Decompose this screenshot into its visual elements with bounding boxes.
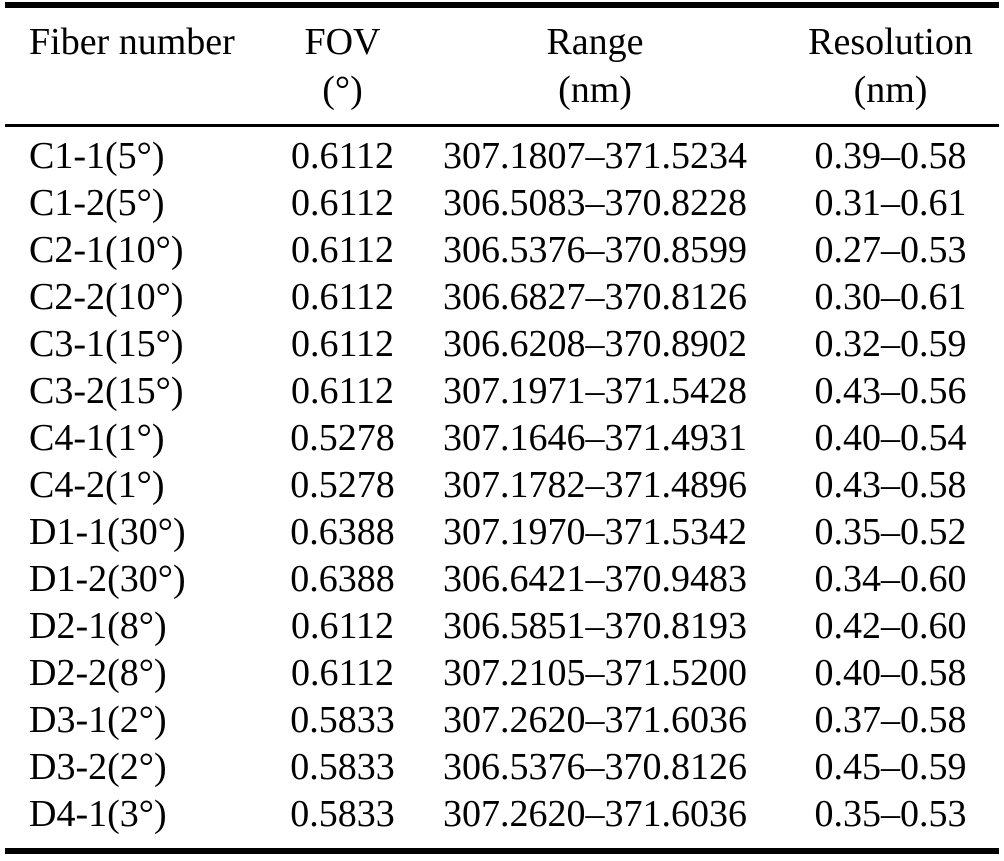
range-cell: 307.2620–371.6036	[443, 699, 747, 741]
resolution-cell: 0.31–0.61	[814, 182, 967, 224]
fov-cell: 0.5278	[290, 464, 395, 506]
range-cell: 306.5376–370.8599	[443, 229, 747, 271]
fov-cell: 0.5833	[290, 793, 395, 835]
resolution-cell: 0.45–0.59	[814, 746, 967, 788]
fiber-number-cell: D1-2(30°)	[29, 558, 186, 600]
range-cell: 307.1970–371.5342	[443, 511, 747, 553]
fov-cell: 0.6112	[290, 276, 395, 318]
resolution-cell: 0.42–0.60	[814, 605, 967, 647]
range-cell: 307.1971–371.5428	[443, 370, 747, 412]
table-row: D3-2(2°) 0.5833 306.5376–370.8126 0.45–0.59	[5, 744, 999, 791]
fov-cell: 0.5833	[290, 746, 395, 788]
resolution-cell: 0.39–0.58	[814, 135, 967, 177]
range-cell: 307.2620–371.6036	[443, 793, 747, 835]
resolution-cell: 0.43–0.56	[814, 370, 967, 412]
fiber-number-cell: D3-1(2°)	[29, 699, 167, 741]
column-unit: (°)	[322, 69, 363, 111]
column-header-fiber-number: Fiber number	[5, 5, 255, 126]
fiber-number-cell: C1-2(5°)	[29, 182, 165, 224]
fiber-number-cell: C4-1(1°)	[29, 417, 165, 459]
fiber-number-cell: D1-1(30°)	[29, 511, 186, 553]
resolution-cell: 0.40–0.54	[814, 417, 967, 459]
column-header-range: Range (nm)	[430, 5, 760, 126]
resolution-cell: 0.32–0.59	[814, 323, 967, 365]
range-cell: 307.1646–371.4931	[443, 417, 747, 459]
table-row: D1-1(30°) 0.6388 307.1970–371.5342 0.35–0.5…	[5, 509, 999, 556]
fov-cell: 0.6388	[290, 511, 395, 553]
fiber-spec-table: Fiber number FOV (°) Range (nm) Resoluti…	[5, 2, 999, 854]
table-body: C1-1(5°) 0.6112 307.1807–371.5234 0.39–0.58…	[5, 126, 999, 852]
range-cell: 306.5083–370.8228	[443, 182, 747, 224]
table-row: D4-1(3°) 0.5833 307.2620–371.6036 0.35–0.53	[5, 791, 999, 851]
fov-cell: 0.6112	[290, 229, 395, 271]
range-cell: 306.6208–370.8902	[443, 323, 747, 365]
resolution-cell: 0.30–0.61	[814, 276, 967, 318]
column-unit: (nm)	[853, 69, 928, 111]
resolution-cell: 0.37–0.58	[814, 699, 967, 741]
table-row: C2-1(10°) 0.6112 306.5376–370.8599 0.27–0.5…	[5, 227, 999, 274]
header-row: Fiber number FOV (°) Range (nm) Resoluti…	[5, 5, 999, 126]
fiber-number-cell: C4-2(1°)	[29, 464, 165, 506]
column-label: Range	[546, 21, 644, 63]
fiber-number-cell: D4-1(3°)	[29, 793, 167, 835]
table-row: D2-2(8°) 0.6112 307.2105–371.5200 0.40–0.58	[5, 650, 999, 697]
column-label: Fiber number	[29, 21, 235, 63]
range-cell: 306.5376–370.8126	[443, 746, 747, 788]
resolution-cell: 0.35–0.52	[814, 511, 967, 553]
range-cell: 306.6827–370.8126	[443, 276, 747, 318]
resolution-cell: 0.40–0.58	[814, 652, 967, 694]
table-row: C1-1(5°) 0.6112 307.1807–371.5234 0.39–0.58	[5, 126, 999, 181]
fiber-number-cell: D3-2(2°)	[29, 746, 167, 788]
range-cell: 307.1782–371.4896	[443, 464, 747, 506]
range-cell: 306.6421–370.9483	[443, 558, 747, 600]
fov-cell: 0.6112	[290, 370, 395, 412]
resolution-cell: 0.35–0.53	[814, 793, 967, 835]
fov-cell: 0.6112	[290, 182, 395, 224]
fov-cell: 0.6112	[290, 605, 395, 647]
fiber-number-cell: D2-2(8°)	[29, 652, 167, 694]
range-cell: 306.5851–370.8193	[443, 605, 747, 647]
resolution-cell: 0.34–0.60	[814, 558, 967, 600]
column-header-resolution: Resolution (nm)	[760, 5, 999, 126]
column-label: FOV	[304, 21, 381, 63]
column-header-fov: FOV (°)	[255, 5, 430, 126]
fiber-number-cell: C3-2(15°)	[29, 370, 184, 412]
fov-cell: 0.6112	[290, 135, 395, 177]
fiber-number-cell: C3-1(15°)	[29, 323, 184, 365]
table-row: C4-2(1°) 0.5278 307.1782–371.4896 0.43–0.58	[5, 462, 999, 509]
table-row: C3-1(15°) 0.6112 306.6208–370.8902 0.32–0.5…	[5, 321, 999, 368]
column-label: Resolution	[808, 21, 973, 63]
fov-cell: 0.6112	[290, 323, 395, 365]
table-row: D1-2(30°) 0.6388 306.6421–370.9483 0.34–0.6…	[5, 556, 999, 603]
column-unit: (nm)	[558, 69, 632, 111]
table-header: Fiber number FOV (°) Range (nm) Resoluti…	[5, 5, 999, 126]
fiber-number-cell: C1-1(5°)	[29, 135, 165, 177]
fiber-number-cell: C2-2(10°)	[29, 276, 184, 318]
fiber-number-cell: D2-1(8°)	[29, 605, 167, 647]
fov-cell: 0.6388	[290, 558, 395, 600]
resolution-cell: 0.43–0.58	[814, 464, 967, 506]
resolution-cell: 0.27–0.53	[814, 229, 967, 271]
table-row: C1-2(5°) 0.6112 306.5083–370.8228 0.31–0.61	[5, 180, 999, 227]
table-row: C2-2(10°) 0.6112 306.6827–370.8126 0.30–0.6…	[5, 274, 999, 321]
fov-cell: 0.5278	[290, 417, 395, 459]
table-row: C3-2(15°) 0.6112 307.1971–371.5428 0.43–0.5…	[5, 368, 999, 415]
fov-cell: 0.5833	[290, 699, 395, 741]
range-cell: 307.2105–371.5200	[443, 652, 747, 694]
table-row: D2-1(8°) 0.6112 306.5851–370.8193 0.42–0.60	[5, 603, 999, 650]
fiber-number-cell: C2-1(10°)	[29, 229, 184, 271]
table-row: D3-1(2°) 0.5833 307.2620–371.6036 0.37–0.58	[5, 697, 999, 744]
fov-cell: 0.6112	[290, 652, 395, 694]
table-row: C4-1(1°) 0.5278 307.1646–371.4931 0.40–0.54	[5, 415, 999, 462]
range-cell: 307.1807–371.5234	[443, 135, 747, 177]
